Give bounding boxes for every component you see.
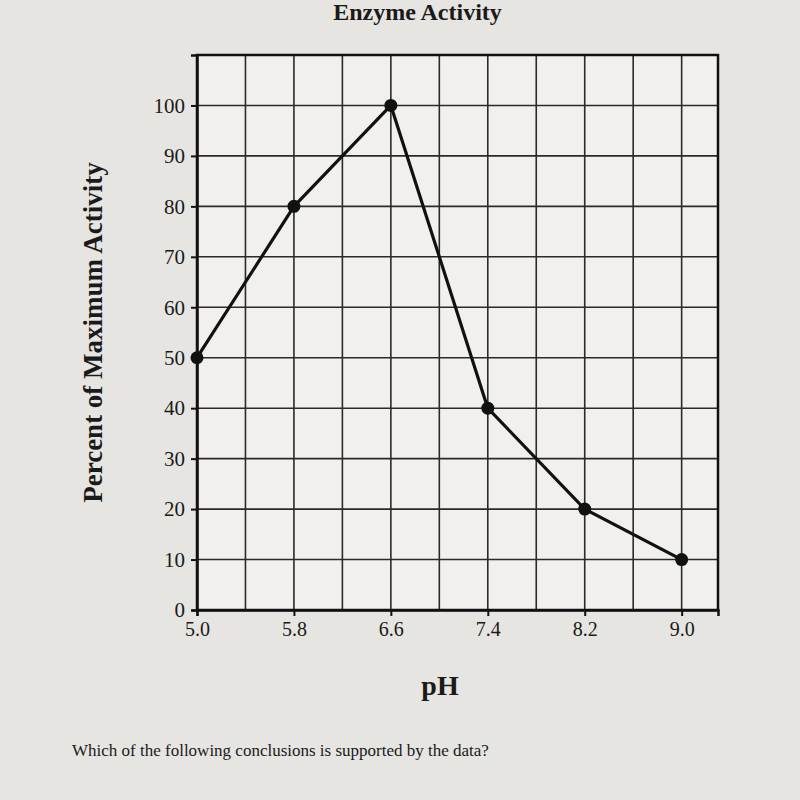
x-axis-title: pH — [421, 670, 459, 701]
y-axis: 0 10 20 30 40 50 60 70 80 90 100 — [154, 56, 198, 623]
y-tick: 40 — [164, 396, 197, 420]
grid-line — [197, 559, 718, 561]
y-tick-label: 30 — [164, 447, 185, 471]
x-tick-mark — [584, 610, 586, 616]
series — [191, 99, 689, 566]
plot-frame — [197, 55, 718, 610]
x-tick: 8.2 — [573, 610, 598, 640]
grid-line — [197, 306, 718, 308]
y-tick: 20 — [164, 497, 197, 521]
y-tick-mark — [191, 206, 197, 208]
y-tick-mark — [191, 256, 197, 258]
data-point — [384, 99, 397, 112]
x-tick-mark — [390, 610, 392, 616]
y-tick-label: 70 — [164, 245, 185, 269]
title: Enzyme Activity — [333, 0, 502, 25]
x-tick: 7.4 — [476, 610, 501, 640]
y-tick-label: 90 — [164, 144, 185, 168]
y-tick-label: 10 — [164, 548, 185, 572]
plot-area — [197, 55, 718, 610]
x-tick: 5.0 — [185, 610, 210, 640]
x-tick-label: 5.0 — [185, 618, 210, 640]
minor-grid-line — [342, 55, 344, 610]
x-tick: 6.6 — [379, 610, 404, 640]
grid-line — [197, 256, 718, 258]
y-tick-label: 20 — [164, 497, 185, 521]
x-tick-mark — [293, 610, 295, 616]
minor-grid-line — [535, 55, 537, 610]
x-axis: 5.0 5.8 6.6 7.4 8.2 9.0 — [185, 610, 719, 640]
y-tick-mark — [191, 155, 197, 157]
y-tick: 0 — [175, 598, 198, 622]
y-tick: 60 — [164, 295, 197, 319]
grid-line — [681, 55, 683, 610]
y-tick-mark — [191, 408, 197, 410]
data-point — [481, 402, 494, 415]
minor-grid-line — [632, 55, 634, 610]
y-tick: 100 — [154, 94, 198, 118]
grid-line — [197, 105, 718, 107]
x-tick-label: 8.2 — [573, 618, 598, 640]
y-tick: 30 — [164, 447, 197, 471]
data-line — [197, 105, 682, 559]
x-tick-mark — [487, 610, 489, 616]
grid-line — [293, 55, 295, 610]
question-text: Which of the following conclusions is su… — [72, 741, 489, 760]
data-point — [191, 351, 204, 364]
y-tick-mark — [191, 307, 197, 309]
x-tick-label: 5.8 — [282, 618, 307, 640]
x-tick: 9.0 — [670, 610, 695, 640]
y-tick-mark — [191, 559, 197, 561]
y-tick-mark — [191, 105, 197, 107]
grid-line — [487, 55, 489, 610]
x-tick: 5.8 — [282, 610, 307, 640]
chart: 5.0 5.8 6.6 7.4 8.2 9.0 0 10 20 30 40 50 60 70 80 90 100… — [0, 0, 800, 800]
y-tick-label: 40 — [164, 396, 185, 420]
y-tick: 10 — [164, 548, 197, 572]
y-tick-mark — [191, 458, 197, 460]
y-tick-label: 80 — [164, 195, 185, 219]
x-tick-label: 6.6 — [379, 618, 404, 640]
minor-grid-line — [439, 55, 441, 610]
y-tick-label: 60 — [164, 295, 185, 319]
grid-line — [197, 407, 718, 409]
x-tick-label: 9.0 — [670, 618, 695, 640]
y-tick: 80 — [164, 195, 197, 219]
data-point — [675, 553, 688, 566]
y-tick-mark — [191, 610, 197, 612]
y-tick-label: 50 — [164, 346, 185, 370]
grid-line — [197, 458, 718, 460]
x-axis-line — [198, 611, 719, 617]
y-tick-label: 100 — [154, 94, 186, 118]
grid-line — [390, 55, 392, 610]
x-tick-label: 7.4 — [476, 618, 501, 640]
y-tick-label: 0 — [175, 598, 186, 622]
minor-grid-line — [245, 55, 247, 610]
x-tick-mark — [681, 610, 683, 616]
y-tick: 70 — [164, 245, 197, 269]
y-axis-title: Percent of Maximum Activity — [78, 162, 108, 503]
y-tick-mark — [191, 509, 197, 511]
grid-line — [197, 155, 718, 157]
grid-line — [197, 206, 718, 208]
data-point — [578, 503, 591, 516]
y-tick: 90 — [164, 144, 197, 168]
grid — [197, 55, 718, 610]
y-axis-line — [191, 56, 198, 611]
data-point — [287, 200, 300, 213]
grid-line — [584, 55, 586, 610]
grid-line — [197, 508, 718, 510]
grid-line — [197, 357, 718, 359]
